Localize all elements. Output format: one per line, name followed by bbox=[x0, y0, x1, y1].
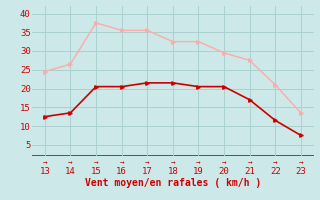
X-axis label: Vent moyen/en rafales ( km/h ): Vent moyen/en rafales ( km/h ) bbox=[85, 178, 261, 188]
Text: →: → bbox=[222, 158, 226, 167]
Text: →: → bbox=[145, 158, 149, 167]
Text: →: → bbox=[171, 158, 175, 167]
Text: →: → bbox=[43, 158, 47, 167]
Text: →: → bbox=[68, 158, 73, 167]
Text: →: → bbox=[273, 158, 277, 167]
Text: →: → bbox=[119, 158, 124, 167]
Text: →: → bbox=[247, 158, 252, 167]
Text: →: → bbox=[299, 158, 303, 167]
Text: →: → bbox=[196, 158, 201, 167]
Text: →: → bbox=[94, 158, 98, 167]
